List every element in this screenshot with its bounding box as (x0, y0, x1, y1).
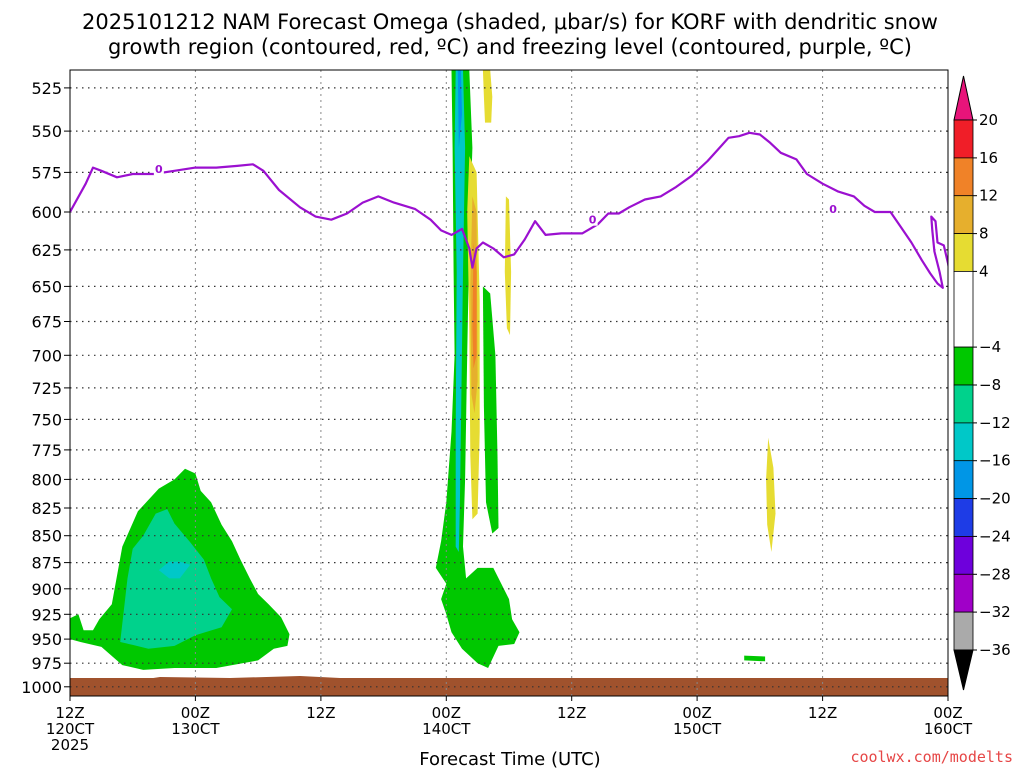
chart-title-line2: growth region (contoured, red, ºC) and f… (108, 35, 912, 59)
x-tick-label: 12Z (557, 704, 586, 722)
colorbar-bottom-extension (953, 649, 974, 691)
y-tick-label: 850 (31, 527, 62, 546)
x-tick-label: 00Z (181, 704, 210, 722)
terrain-profile (70, 676, 948, 696)
colorbar-band-10 (953, 536, 974, 575)
colorbar-label: 20 (979, 111, 998, 129)
colorbar-band-0 (953, 119, 974, 159)
terrain-layer (70, 676, 948, 696)
colorbar-label: 16 (979, 149, 998, 167)
grid-lines (70, 70, 948, 696)
y-tick-label: 825 (31, 499, 62, 518)
colorbar-label: −16 (979, 452, 1011, 470)
colorbar-band-4 (953, 270, 974, 348)
omega-region-2 (158, 561, 191, 579)
colorbar-label: −28 (979, 565, 1011, 583)
colorbar-band-12 (953, 611, 974, 651)
colorbar-label: −36 (979, 641, 1011, 659)
y-tick-label: 1000 (21, 678, 62, 697)
credit-text: coolwx.com/modelts (850, 748, 1013, 766)
x-tick-label: 00Z (432, 704, 461, 722)
colorbar-label: −32 (979, 603, 1011, 621)
colorbar-label: −12 (979, 414, 1011, 432)
x-axis-title: Forecast Time (UTC) (419, 749, 600, 768)
colorbar-label: −24 (979, 527, 1011, 545)
omega-region-10 (482, 70, 493, 123)
x-tick-label: 120CT (46, 720, 95, 738)
omega-region-9 (472, 242, 477, 369)
y-tick-label: 575 (31, 163, 62, 182)
freezing-label-bg-1 (587, 212, 598, 226)
colorbar-band-5 (953, 346, 974, 386)
y-tick-label: 650 (31, 277, 62, 296)
colorbar: 20 16 12 8 4 −4 −8 −12 −16 −20 −24 −28 −32 −36 (953, 75, 1011, 691)
x-tick-label: 150CT (673, 720, 722, 738)
colorbar-label: −4 (979, 338, 1001, 356)
colorbar-band-8 (953, 460, 974, 500)
y-tick-label: 775 (31, 441, 62, 460)
y-tick-label: 725 (31, 379, 62, 398)
plot-frame (69, 69, 949, 697)
y-tick-label: 925 (31, 605, 62, 624)
colorbar-band-1 (953, 157, 974, 197)
colorbar-label: 12 (979, 187, 998, 205)
freezing-label-bg-0 (153, 162, 164, 176)
y-tick-label: 900 (31, 580, 62, 599)
colorbar-band-2 (953, 195, 974, 234)
colorbar-band-3 (953, 233, 974, 272)
colorbar-label: 4 (979, 262, 989, 280)
colorbar-band-11 (953, 573, 974, 613)
freezing-level-label: 0 (155, 163, 163, 176)
colorbar-label: −8 (979, 376, 1001, 394)
y-axis: 525 550 575 600 625 650 675 700 725 750 775 800 825 8… (21, 79, 70, 697)
colorbar-top-extension (953, 75, 974, 121)
y-tick-label: 600 (31, 203, 62, 222)
y-tick-label: 875 (31, 554, 62, 573)
omega-shading (70, 70, 776, 670)
x-tick-label: 12Z (808, 704, 837, 722)
colorbar-label: −20 (979, 490, 1011, 508)
y-tick-label: 675 (31, 313, 62, 332)
x-tick-label: 160CT (924, 720, 973, 738)
y-tick-label: 700 (31, 346, 62, 365)
y-tick-label: 750 (31, 410, 62, 429)
y-tick-label: 525 (31, 79, 62, 98)
colorbar-band-7 (953, 422, 974, 462)
x-tick-label: 12Z (306, 704, 335, 722)
freezing-level-line (70, 131, 948, 289)
freezing-label-bg-2 (828, 201, 839, 215)
y-tick-label: 975 (31, 654, 62, 673)
omega-region-4 (482, 286, 499, 534)
x-tick-label: 00Z (933, 704, 962, 722)
omega-region-12 (766, 437, 776, 552)
y-tick-label: 625 (31, 241, 62, 260)
x-tick-label: 140CT (422, 720, 471, 738)
colorbar-band-9 (953, 498, 974, 537)
colorbar-band-6 (953, 384, 974, 424)
omega-region-13 (744, 655, 766, 662)
freezing-level-layer: 0 0 0 (70, 131, 948, 289)
x-tick-label: 130CT (171, 720, 220, 738)
freezing-level-label: 0 (589, 214, 597, 227)
y-tick-label: 800 (31, 470, 62, 489)
omega-region-5 (454, 70, 466, 552)
y-tick-label: 550 (31, 122, 62, 141)
x-tick-label: 00Z (682, 704, 711, 722)
x-tick-label: 12Z (55, 704, 84, 722)
colorbar-label: 8 (979, 225, 989, 243)
chart-title-line1: 2025101212 NAM Forecast Omega (shaded, μ… (82, 10, 938, 34)
omega-region-11 (504, 196, 512, 336)
freezing-level-label: 0 (829, 203, 837, 216)
omega-region-6 (457, 70, 462, 148)
x-tick-label: 2025 (51, 736, 89, 754)
y-tick-label: 950 (31, 630, 62, 649)
